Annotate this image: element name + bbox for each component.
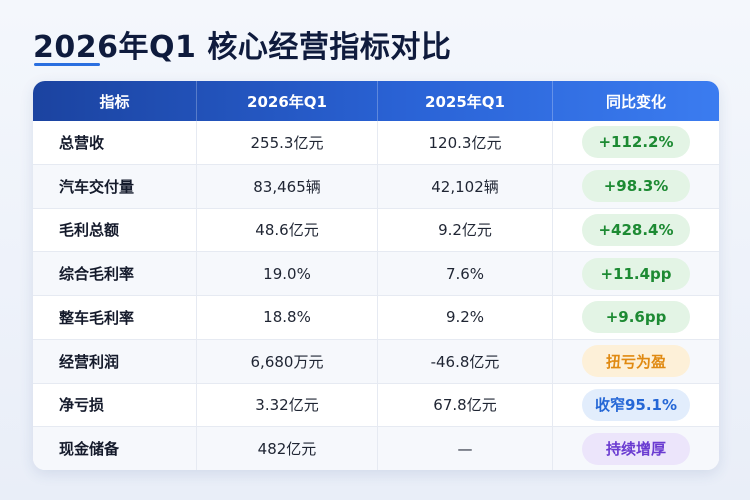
page-title: 2026年Q1 核心经营指标对比: [33, 30, 452, 65]
change-badge: +98.3%: [582, 170, 690, 203]
value-2025-q1: 9.2亿元: [378, 208, 553, 252]
table-row: 综合毛利率 19.0% 7.6% +11.4pp: [33, 252, 719, 296]
value-2026-q1: 19.0%: [197, 252, 378, 295]
header-2025-q1: 2025年Q1: [378, 81, 553, 121]
change-badge: 持续增厚: [582, 432, 690, 465]
table-row: 总营收 255.3亿元 120.3亿元 +112.2%: [33, 121, 719, 165]
change-badge: 收窄95.1%: [582, 388, 690, 421]
metric-name: 综合毛利率: [33, 252, 197, 295]
value-2026-q1: 6,680万元: [197, 339, 378, 383]
change-badge: +11.4pp: [582, 257, 690, 290]
change-cell: +112.2%: [553, 121, 719, 164]
header-yoy-change: 同比变化: [605, 92, 666, 111]
metric-name: 汽车交付量: [33, 164, 197, 208]
value-2026-q1: 48.6亿元: [197, 208, 378, 252]
value-2025-q1: —: [378, 427, 553, 470]
change-cell: 扭亏为盈: [553, 340, 719, 383]
header-2026-q1: 2026年Q1: [197, 81, 378, 121]
table-header-row: 指标 2026年Q1 2025年Q1 同比变化: [33, 81, 719, 121]
value-2026-q1: 83,465辆: [197, 164, 378, 208]
metric-name: 整车毛利率: [33, 296, 197, 339]
value-2025-q1: -46.8亿元: [378, 339, 553, 383]
metric-name: 总营收: [33, 121, 197, 164]
change-badge: +112.2%: [582, 126, 690, 159]
change-cell: 持续增厚: [553, 427, 719, 470]
change-cell: +9.6pp: [553, 296, 719, 339]
metric-name: 净亏损: [33, 383, 197, 427]
metric-name: 毛利总额: [33, 208, 197, 252]
value-2026-q1: 18.8%: [197, 296, 378, 339]
title-underline: [34, 63, 100, 66]
change-badge: +9.6pp: [582, 301, 690, 334]
value-2025-q1: 7.6%: [378, 252, 553, 295]
value-2025-q1: 42,102辆: [378, 164, 553, 208]
change-cell: +428.4%: [553, 209, 719, 252]
value-2026-q1: 3.32亿元: [197, 383, 378, 427]
metric-name: 经营利润: [33, 339, 197, 383]
table-row: 净亏损 3.32亿元 67.8亿元 收窄95.1%: [33, 383, 719, 428]
table-row: 毛利总额 48.6亿元 9.2亿元 +428.4%: [33, 208, 719, 253]
change-cell: +11.4pp: [553, 252, 719, 295]
value-2025-q1: 9.2%: [378, 296, 553, 339]
value-2026-q1: 255.3亿元: [197, 121, 378, 164]
value-2025-q1: 120.3亿元: [378, 121, 553, 164]
change-badge: +428.4%: [582, 213, 690, 246]
value-2025-q1: 67.8亿元: [378, 383, 553, 427]
change-cell: +98.3%: [553, 165, 719, 208]
table-row: 经营利润 6,680万元 -46.8亿元 扭亏为盈: [33, 339, 719, 384]
change-cell: 收窄95.1%: [553, 384, 719, 427]
change-badge: 扭亏为盈: [582, 345, 690, 378]
value-2026-q1: 482亿元: [197, 427, 378, 470]
table-row: 现金储备 482亿元 — 持续增厚: [33, 427, 719, 470]
table-row: 汽车交付量 83,465辆 42,102辆 +98.3%: [33, 164, 719, 209]
header-metric: 指标: [33, 81, 197, 121]
table-body: 总营收 255.3亿元 120.3亿元 +112.2% 汽车交付量 83,465…: [33, 121, 719, 470]
metrics-table: 指标 2026年Q1 2025年Q1 同比变化 总营收 255.3亿元 120.…: [33, 81, 719, 470]
metric-name: 现金储备: [33, 427, 197, 470]
table-row: 整车毛利率 18.8% 9.2% +9.6pp: [33, 296, 719, 340]
